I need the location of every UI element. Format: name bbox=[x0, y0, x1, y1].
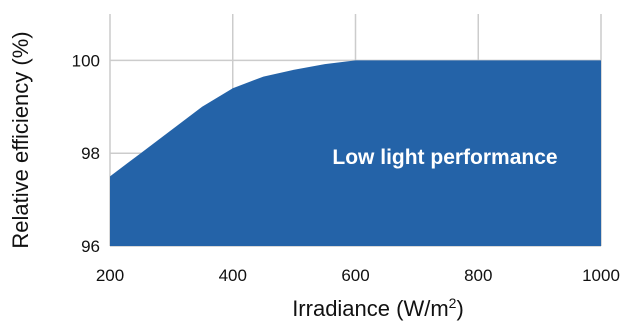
x-axis-title: Irradiance (W/m2) bbox=[292, 295, 464, 321]
x-axis-title-text: Irradiance (W/m bbox=[292, 296, 448, 321]
x-axis-title-superscript: 2 bbox=[449, 295, 457, 311]
annotation-label: Low light performance bbox=[332, 146, 557, 169]
x-tick-label: 1000 bbox=[582, 266, 620, 285]
y-axis-title: Relative efficiency (%) bbox=[8, 31, 33, 248]
area-layer bbox=[110, 60, 601, 247]
x-tick-label: 600 bbox=[341, 266, 369, 285]
y-tick-label: 96 bbox=[81, 237, 100, 256]
efficiency-area bbox=[110, 60, 601, 247]
x-tick-label: 200 bbox=[96, 266, 124, 285]
x-axis-title-end: ) bbox=[456, 296, 463, 321]
tick-labels: 200 400 600 800 1000 96 98 100 bbox=[72, 51, 620, 285]
x-tick-label: 800 bbox=[464, 266, 492, 285]
x-tick-label: 400 bbox=[219, 266, 247, 285]
y-tick-label: 100 bbox=[72, 51, 100, 70]
y-tick-label: 98 bbox=[81, 144, 100, 163]
